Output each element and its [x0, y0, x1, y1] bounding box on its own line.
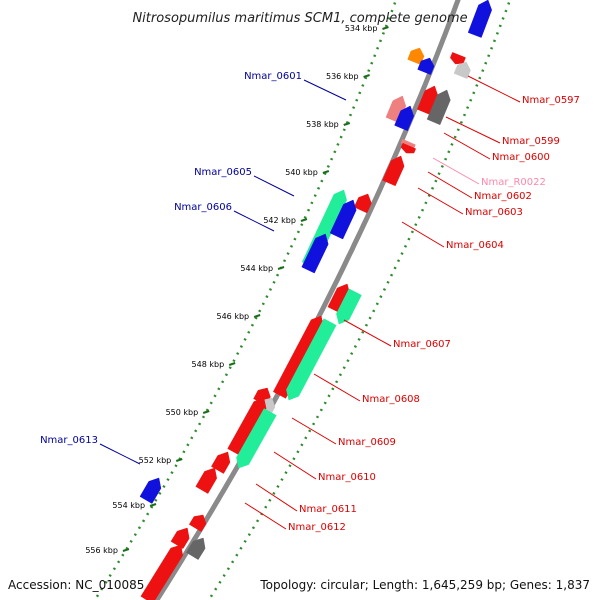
leader-line: [255, 483, 298, 512]
gene-arrow: [139, 477, 162, 504]
gene-arrow: [450, 52, 466, 65]
leader-line: [445, 116, 501, 144]
leader-line: [417, 187, 464, 215]
tick-label: 546 kbp: [217, 312, 250, 321]
gene-arrow: [236, 408, 277, 469]
tick-label: 538 kbp: [306, 120, 339, 129]
gene-label: Nmar_0610: [318, 472, 376, 483]
gene-arrow: [353, 193, 372, 214]
gene-arrow: [400, 142, 417, 154]
dotted-ring-outer: [207, 0, 512, 600]
gene-label: Nmar_R0022: [481, 177, 546, 188]
leader-line: [401, 221, 445, 248]
leader-line: [273, 451, 317, 480]
gene-arrow: [140, 544, 183, 600]
gene-label: Nmar_0605: [194, 167, 252, 178]
gene-label: Nmar_0612: [288, 522, 346, 533]
leader-line: [343, 319, 392, 347]
tick-label: 536 kbp: [326, 72, 359, 81]
gene-arrow: [195, 467, 217, 494]
gene-arrow: [211, 451, 231, 474]
label-layer: Nmar_0601 Nmar_0605 Nmar_0606 Nmar_0613 Nmar…: [40, 71, 580, 533]
backbone-arc: [153, 0, 461, 600]
leader-line: [303, 79, 347, 101]
gene-label: Nmar_0600: [492, 152, 550, 163]
map-title: Nitrosopumilus maritimus SCM1, complete …: [132, 11, 467, 26]
gene-label: Nmar_0607: [393, 339, 451, 350]
accession-text: Accession: NC_010085: [8, 578, 145, 592]
tick-mark: [149, 503, 157, 507]
gene-arrow: [426, 89, 451, 126]
leader-line: [291, 417, 337, 445]
gene-arrow: [417, 57, 435, 75]
gene-label: Nmar_0599: [502, 136, 560, 147]
gene-label: Nmar_0609: [338, 437, 396, 448]
gene-arrow: [329, 199, 357, 240]
leader-line: [443, 132, 491, 160]
tick-mark: [363, 74, 370, 78]
tick-label: 534 kbp: [345, 24, 378, 33]
leader-line: [313, 373, 361, 402]
tick-mark: [175, 458, 183, 462]
gene-label: Nmar_0602: [474, 191, 532, 202]
gene-layer: [139, 0, 492, 600]
leader-line: [244, 502, 287, 530]
gene-label: Nmar_0608: [362, 394, 420, 405]
topology-text: Topology: circular; Length: 1,645,259 bp…: [260, 578, 590, 592]
tick-layer: 534 kbp 536 kbp 538 kbp 540 kbp 542 kbp 544 k…: [85, 24, 389, 555]
tick-label: 550 kbp: [166, 408, 199, 417]
gene-arrow: [286, 318, 337, 401]
gene-label: Nmar_0613: [40, 435, 98, 446]
gene-arrow: [453, 61, 471, 79]
tick-mark: [277, 266, 285, 270]
leader-line: [432, 157, 480, 185]
leader-line: [233, 210, 275, 232]
gene-arrow: [185, 537, 206, 560]
leader-line: [99, 443, 141, 465]
gene-label: Nmar_0601: [244, 71, 302, 82]
tick-label: 556 kbp: [85, 546, 118, 555]
dotted-ring-inner: [93, 0, 398, 600]
tick-dots-layer: [93, 0, 512, 600]
gene-label: Nmar_0604: [446, 240, 504, 251]
tick-mark: [343, 122, 351, 126]
leader-line: [427, 171, 473, 199]
tick-mark: [382, 26, 389, 30]
tick-label: 544 kbp: [240, 264, 273, 273]
tick-mark: [228, 362, 236, 366]
gene-label: Nmar_0603: [465, 207, 523, 218]
backbone-layer: [153, 0, 461, 600]
tick-label: 554 kbp: [112, 501, 145, 510]
tick-label: 548 kbp: [192, 360, 225, 369]
tick-label: 542 kbp: [263, 216, 296, 225]
gene-label: Nmar_0606: [174, 202, 232, 213]
gene-arrow: [467, 0, 492, 38]
tick-mark: [300, 218, 308, 222]
gene-arrow: [336, 288, 362, 325]
gene-arrow: [407, 47, 425, 65]
tick-mark: [253, 314, 261, 318]
tick-label: 552 kbp: [139, 456, 172, 465]
leader-layer: [99, 75, 521, 530]
leader-line: [467, 75, 521, 103]
gene-arrow: [394, 105, 414, 132]
gene-label: Nmar_0597: [522, 95, 580, 106]
tick-label: 540 kbp: [285, 168, 318, 177]
gene-label: Nmar_0611: [299, 504, 357, 515]
gene-arrow: [188, 514, 207, 532]
tick-mark: [322, 170, 330, 174]
tick-mark: [202, 410, 210, 414]
gene-arrow: [227, 397, 267, 456]
gene-arrow: [382, 155, 405, 187]
tick-mark: [122, 548, 130, 552]
gene-arrow: [170, 527, 190, 549]
gene-arrow: [301, 233, 329, 274]
leader-line: [253, 175, 295, 197]
